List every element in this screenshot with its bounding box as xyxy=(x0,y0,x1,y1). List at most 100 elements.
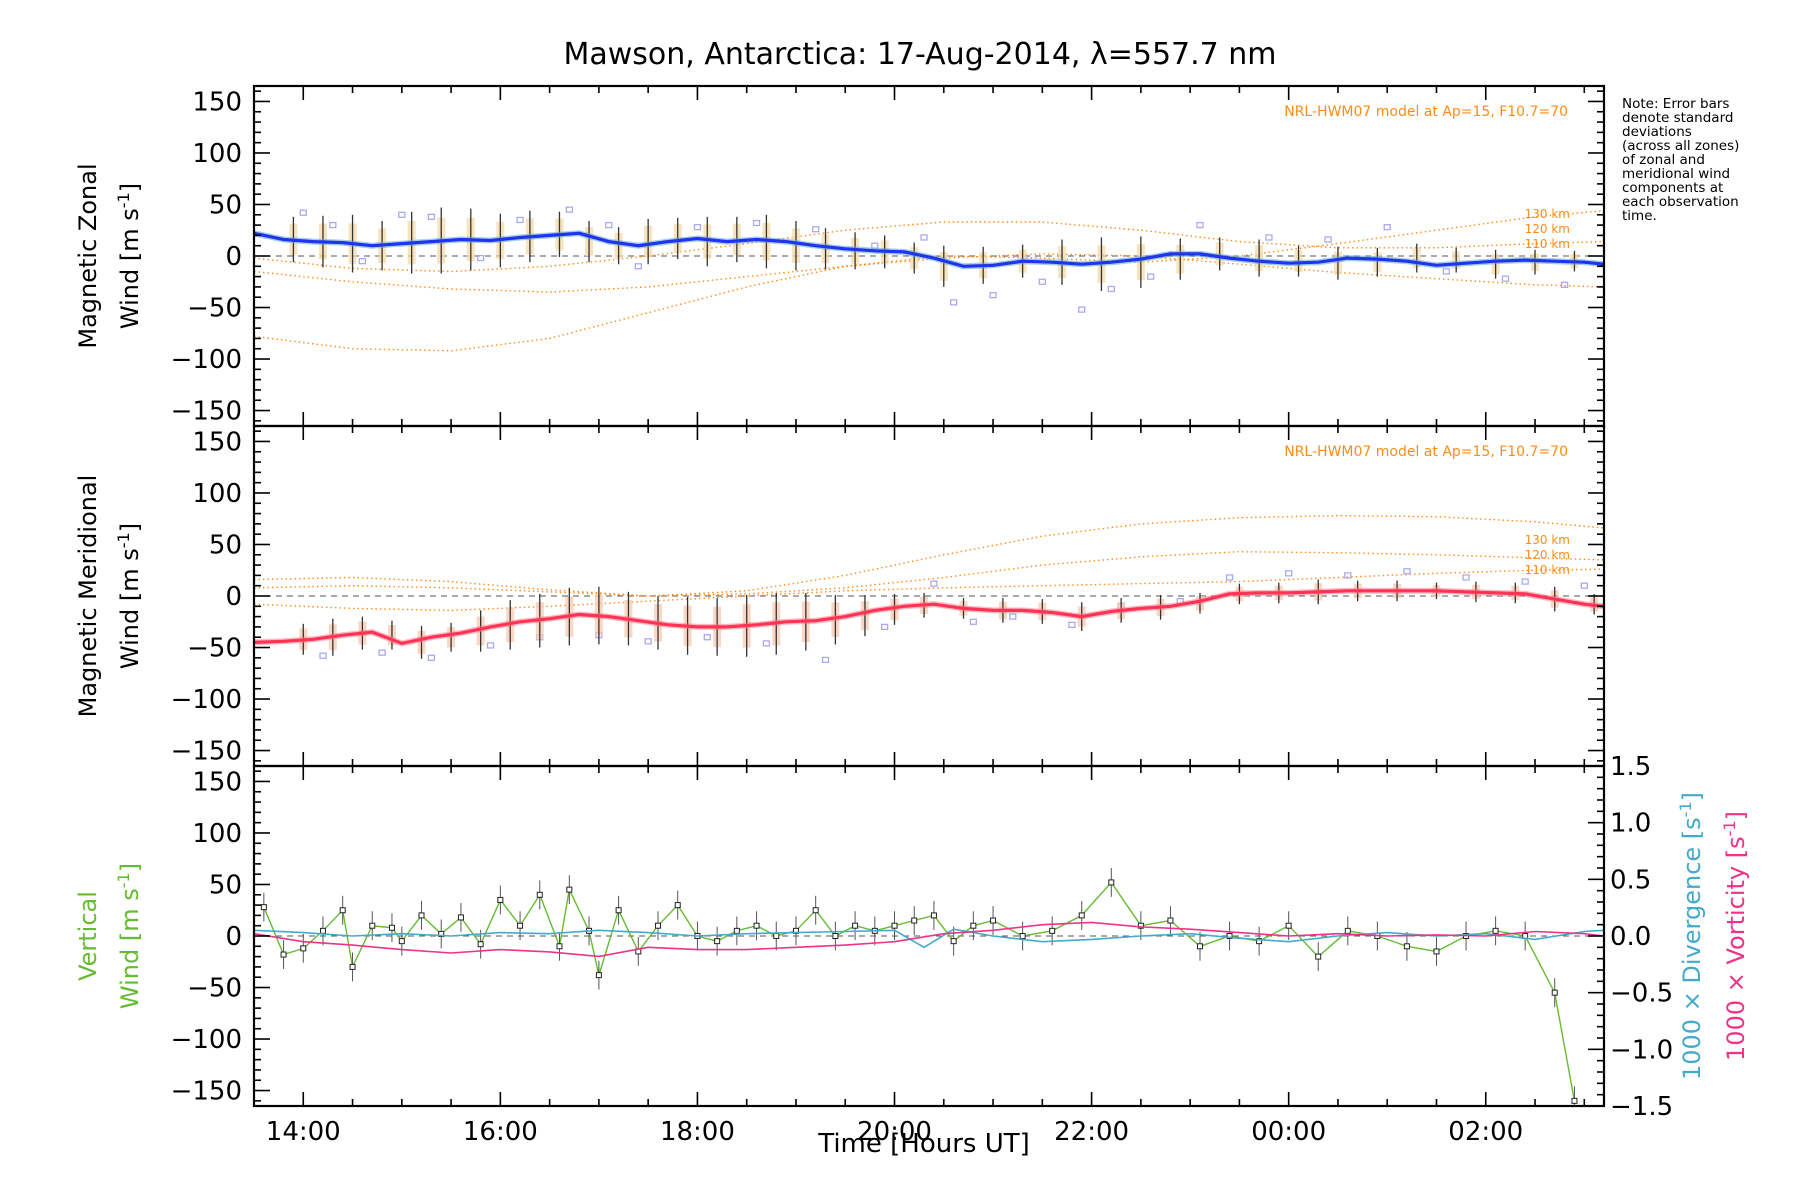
y-tick-label: −100 xyxy=(171,345,242,375)
panel-zonal: 150 100 50 0 −50 −100 −150 Magnetic Zonal Wind [… xyxy=(74,84,1606,428)
error-bar-note: Note: Error bars denote standard deviation… xyxy=(1622,97,1792,223)
scatter-point xyxy=(1068,621,1076,628)
vertical-wind-point xyxy=(655,922,662,929)
y-axis-label-line1: Magnetic Zonal xyxy=(74,163,102,348)
scatter-point xyxy=(989,292,997,299)
vertical-wind-point xyxy=(418,912,425,919)
model-level-label: 120 km xyxy=(1525,222,1570,236)
model-curve-130km xyxy=(254,210,1604,352)
panel-vertical: 150 100 50 0 −50 −100 −150 1.5 1.0 0.5 0.0 −0.5 −1.0… xyxy=(74,752,1750,1122)
scatter-point xyxy=(881,623,889,631)
scatter-point xyxy=(871,242,879,249)
vertical-wind-point xyxy=(497,896,504,903)
scatter-point xyxy=(703,634,711,641)
scatter-point xyxy=(398,211,406,218)
scatter-point xyxy=(1580,582,1588,589)
vertical-wind-point xyxy=(1551,989,1558,996)
scatter-point xyxy=(949,299,958,306)
vertical-wind-point xyxy=(339,907,346,914)
note-line: Note: Error bars xyxy=(1622,96,1730,112)
note-line: deviations xyxy=(1622,124,1692,140)
vertical-wind-point xyxy=(1137,922,1144,929)
y-tick-label: 100 xyxy=(192,479,242,509)
scatter-point xyxy=(821,656,830,664)
vertical-wind-point xyxy=(349,963,356,970)
vertical-wind-point xyxy=(388,924,395,931)
note-line: meridional wind xyxy=(1622,166,1731,182)
y-tick-label: 50 xyxy=(209,870,242,900)
scatter-point xyxy=(486,642,495,649)
vertical-wind-point xyxy=(911,917,918,924)
vertical-wind-point xyxy=(930,912,937,919)
y2-tick-label: 1.5 xyxy=(1610,752,1651,782)
vertical-wind-point xyxy=(1196,943,1203,950)
vertical-wind-point xyxy=(1019,933,1026,939)
y-axis-label-line2: Wind [m s-1] xyxy=(114,523,144,669)
scatter-point xyxy=(634,263,642,270)
scatter-point xyxy=(1344,572,1352,579)
y-tick-label: 150 xyxy=(192,87,242,117)
y-tick-label: −50 xyxy=(187,974,242,1004)
x-tick-label: 18:00 xyxy=(660,1117,735,1147)
scatter-point xyxy=(605,221,613,229)
vertical-wind-point xyxy=(319,927,326,934)
vertical-wind-point xyxy=(891,922,898,929)
vertical-wind-point xyxy=(1433,948,1440,955)
vertical-wind-point xyxy=(457,914,464,921)
scatter-point xyxy=(752,219,761,227)
vertical-wind-point xyxy=(1049,927,1056,934)
y-tick-label: 0 xyxy=(225,582,242,612)
vertical-wind-point xyxy=(970,922,977,929)
y-tick-label: 0 xyxy=(225,242,242,272)
y-axis-label-line2: Wind [m s-1] xyxy=(114,183,144,329)
y-tick-label: −100 xyxy=(171,685,242,715)
scatter-point xyxy=(1225,574,1234,581)
x-axis-label: Time [Hours UT] xyxy=(817,1129,1030,1159)
scatter-point xyxy=(920,234,928,241)
vertical-wind-point xyxy=(733,927,740,934)
scatter-point xyxy=(1196,221,1204,229)
scatter-point xyxy=(319,652,327,659)
vertical-wind-point xyxy=(714,938,721,945)
y-tick-label: 50 xyxy=(209,530,242,560)
model-level-label: 130 km xyxy=(1525,533,1570,547)
panel-meridional: 150 100 50 0 −50 −100 −150 Magnetic Meridional W… xyxy=(74,424,1606,768)
y-tick-label: 100 xyxy=(192,139,242,169)
scatter-point xyxy=(1403,568,1411,575)
y-tick-label: −100 xyxy=(171,1025,242,1055)
x-tick-label: 22:00 xyxy=(1054,1117,1129,1147)
vertical-wind-point xyxy=(595,972,602,979)
model-level-label: 110 km xyxy=(1525,563,1570,577)
y-axis-label-line1: Magnetic Meridional xyxy=(74,475,102,718)
model-curve-110km xyxy=(254,253,1604,293)
vorticity-axis-label: 1000 × Vorticity [s-1] xyxy=(1720,811,1750,1061)
vertical-wind-point xyxy=(1571,1097,1578,1104)
y-tick-label: 150 xyxy=(192,767,242,797)
scatter-point xyxy=(516,216,524,224)
vertical-wind-line xyxy=(263,881,1576,1101)
note-line: (across all zones) xyxy=(1622,138,1740,154)
vertical-wind-point xyxy=(280,951,287,958)
vertical-wind-point xyxy=(1492,927,1499,934)
y-axis-label-line1: Vertical xyxy=(74,891,102,981)
y2-tick-label: 0.0 xyxy=(1610,922,1651,952)
vertical-wind-point xyxy=(438,930,445,937)
vertical-wind-point xyxy=(398,938,405,945)
scatter-point xyxy=(1442,268,1450,275)
vertical-wind-point xyxy=(1344,927,1351,934)
scatter-point xyxy=(1009,613,1017,620)
vertical-wind-point xyxy=(950,938,957,945)
model-curve-120km xyxy=(254,221,1604,273)
scatter-point xyxy=(812,226,820,233)
note-line: of zonal and xyxy=(1622,152,1705,168)
scatter-point xyxy=(930,580,938,587)
vertical-wind-point xyxy=(369,922,376,929)
vertical-wind-point xyxy=(615,907,622,914)
meridional-mean-halo xyxy=(254,587,1604,647)
model-curve-120km xyxy=(254,550,1604,597)
vertical-wind-point xyxy=(773,933,780,939)
scatter-point xyxy=(565,206,573,213)
scatter-point xyxy=(1285,570,1293,577)
scatter-point xyxy=(1383,224,1391,231)
